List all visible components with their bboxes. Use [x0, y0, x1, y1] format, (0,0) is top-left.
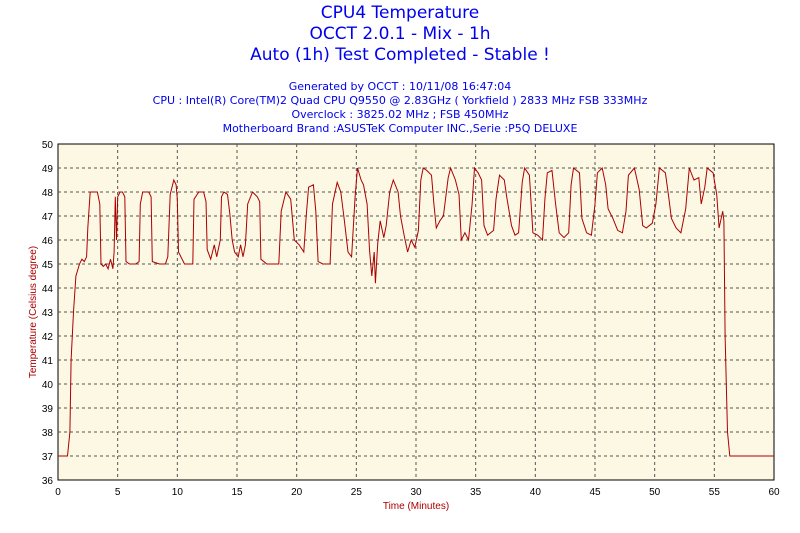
x-axis-ticks: 0 5 10 15 20 25 30 35 40 45 50 55 60: [55, 487, 780, 498]
x-tick-label: 10: [172, 487, 184, 498]
x-axis-label: Time (Minutes): [383, 501, 449, 512]
y-tick-label: 39: [42, 404, 54, 415]
x-tick-label: 60: [768, 487, 780, 498]
x-tick-label: 15: [231, 487, 243, 498]
y-tick-label: 41: [42, 356, 54, 367]
y-tick-label: 46: [42, 236, 54, 247]
x-tick-label: 40: [530, 487, 542, 498]
motherboard-info: Motherboard Brand :ASUSTeK Computer INC.…: [222, 122, 578, 135]
y-tick-label: 50: [42, 140, 54, 151]
y-tick-label: 49: [42, 164, 54, 175]
x-tick-label: 45: [589, 487, 601, 498]
y-tick-label: 44: [42, 284, 54, 295]
x-tick-label: 0: [55, 487, 61, 498]
y-axis-ticks: 36 37 38 39 40 41 42 43 44 45 46 47 48 49 50: [42, 140, 54, 487]
y-tick-label: 43: [42, 308, 54, 319]
series-line-1: [58, 166, 774, 457]
x-tick-label: 50: [649, 487, 661, 498]
overclock-info: Overclock : 3825.02 MHz ; FSB 450MHz: [291, 108, 509, 121]
test-status: Auto (1h) Test Completed - Stable !: [250, 45, 550, 65]
y-tick-label: 36: [42, 476, 54, 487]
y-tick-label: 47: [42, 212, 54, 223]
chart-title: CPU4 Temperature: [320, 3, 480, 23]
y-tick-label: 40: [42, 380, 54, 391]
y-tick-label: 37: [42, 452, 54, 463]
cpu-info: CPU : Intel(R) Core(TM)2 Quad CPU Q9550 …: [152, 94, 648, 107]
generated-info: Generated by OCCT : 10/11/08 16:47:04: [288, 80, 512, 93]
x-tick-label: 30: [410, 487, 422, 498]
y-axis-label: Temperature (Celsius degree): [28, 246, 39, 378]
x-tick-label: 55: [709, 487, 721, 498]
x-tick-label: 25: [351, 487, 363, 498]
x-tick-label: 20: [291, 487, 303, 498]
y-tick-label: 38: [42, 428, 54, 439]
series-group: [58, 166, 774, 457]
grid-lines: [58, 144, 774, 480]
chart-subtitle: OCCT 2.0.1 - Mix - 1h: [309, 24, 491, 44]
x-tick-label: 5: [115, 487, 121, 498]
x-tick-label: 35: [470, 487, 482, 498]
y-tick-label: 48: [42, 188, 54, 199]
y-tick-label: 42: [42, 332, 54, 343]
y-tick-label: 45: [42, 260, 54, 271]
